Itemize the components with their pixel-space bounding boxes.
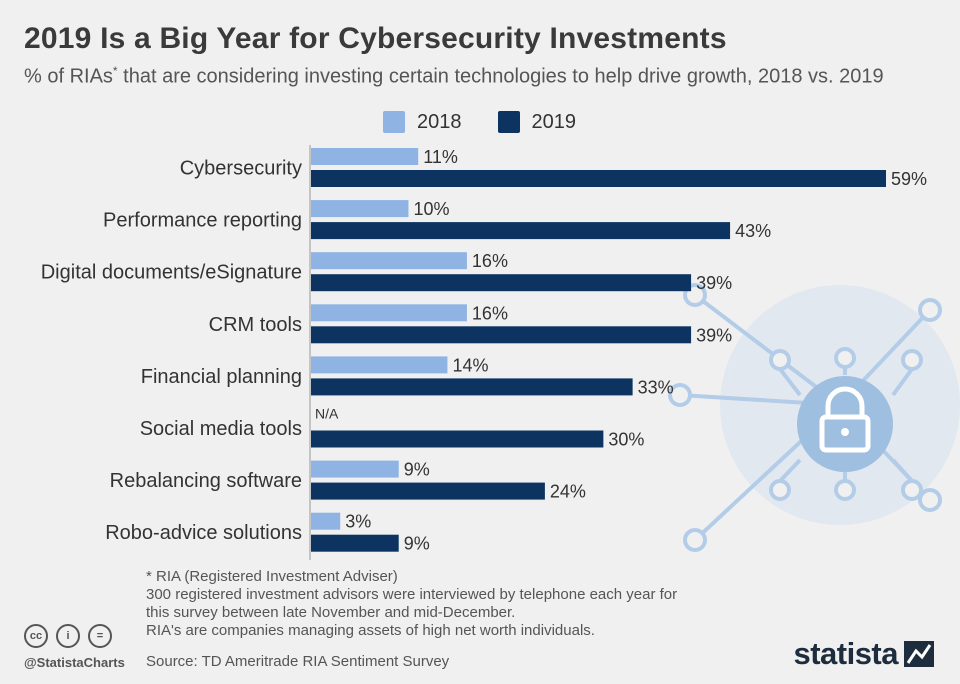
legend: 2018 2019 <box>383 110 612 134</box>
footnote-line: this survey between late November and mi… <box>146 604 516 621</box>
bar-2019 <box>311 222 731 240</box>
category-label: Cybersecurity <box>180 158 302 180</box>
bar-2019 <box>311 378 633 396</box>
bar-2019 <box>311 534 399 552</box>
category-label: Digital documents/eSignature <box>41 262 302 284</box>
data-label-2018: 9% <box>404 460 430 480</box>
bar-2019 <box>311 482 545 500</box>
data-label-2018: 14% <box>452 355 488 375</box>
footnote-line: RIA's are companies managing assets of h… <box>146 622 595 639</box>
bar-2018 <box>311 148 419 165</box>
data-label-2019: 43% <box>735 221 771 241</box>
subtitle-text: % of RIAs <box>24 65 113 88</box>
bar-2019 <box>311 326 692 344</box>
legend-label-2018: 2018 <box>417 110 462 133</box>
legend-label-2019: 2019 <box>531 110 577 133</box>
data-label-2019: 9% <box>404 534 430 554</box>
data-label-2019: 24% <box>550 482 586 502</box>
no-derivatives-icon[interactable]: = <box>88 624 112 648</box>
bar-2019 <box>311 430 604 448</box>
statista-handle[interactable]: @StatistaCharts <box>24 655 125 670</box>
padlock-circuit-icon <box>668 283 960 552</box>
source-note: Source: TD Ameritrade RIA Sentiment Surv… <box>146 653 450 670</box>
chart-subtitle: % of RIAs* that are considering investin… <box>24 64 884 89</box>
legend-item-2018: 2018 <box>383 111 462 134</box>
footnote-line: * RIA (Registered Investment Adviser) <box>146 568 398 585</box>
bar-2018 <box>311 252 467 270</box>
statista-mark-icon <box>904 641 934 667</box>
bar-2019 <box>311 170 886 187</box>
bar-2018 <box>311 304 467 322</box>
bar-2018 <box>311 460 399 478</box>
data-label-2019: 39% <box>696 273 732 293</box>
statista-logo[interactable]: statista <box>793 636 934 672</box>
bar-2018 <box>311 512 341 530</box>
data-label-2018: 16% <box>472 303 508 323</box>
data-label-2018: N/A <box>315 406 339 422</box>
bar-2018 <box>311 200 409 218</box>
category-label: Financial planning <box>141 366 302 388</box>
category-label: Social media tools <box>140 418 302 440</box>
bars-group: Cybersecurity 11% 59% Performance reporting… <box>41 147 927 554</box>
data-label-2018: 3% <box>345 512 371 532</box>
chart-title: 2019 Is a Big Year for Cybersecurity Inv… <box>24 22 727 55</box>
subtitle-text-rest: that are considering investing certain t… <box>117 65 884 88</box>
cc-icon[interactable]: cc <box>24 624 48 648</box>
category-label: Performance reporting <box>103 210 302 232</box>
category-label: CRM tools <box>209 314 302 336</box>
category-label: Rebalancing software <box>110 470 302 492</box>
data-label-2018: 10% <box>413 199 449 219</box>
legend-item-2019: 2019 <box>497 110 577 134</box>
bar-2018 <box>311 356 448 374</box>
data-label-2018: 11% <box>423 147 458 167</box>
subtitle-asterisk: * <box>112 64 118 78</box>
legend-swatch-2018 <box>383 111 405 133</box>
footnotes: * RIA (Registered Investment Adviser) 30… <box>146 568 677 640</box>
license-icons[interactable]: cc i = <box>24 624 120 648</box>
data-label-2019: 30% <box>608 430 644 450</box>
bar-2019 <box>311 274 692 292</box>
data-label-2018: 16% <box>472 251 508 271</box>
data-label-2019: 59% <box>891 169 927 189</box>
statista-wordmark: statista <box>793 636 898 671</box>
category-label: Robo-advice solutions <box>105 522 302 544</box>
attribution-icon[interactable]: i <box>56 624 80 648</box>
data-label-2019: 39% <box>696 325 732 345</box>
footnote-line: 300 registered investment advisors were … <box>146 586 678 603</box>
data-label-2019: 33% <box>638 377 674 397</box>
legend-swatch-2019 <box>497 111 520 133</box>
